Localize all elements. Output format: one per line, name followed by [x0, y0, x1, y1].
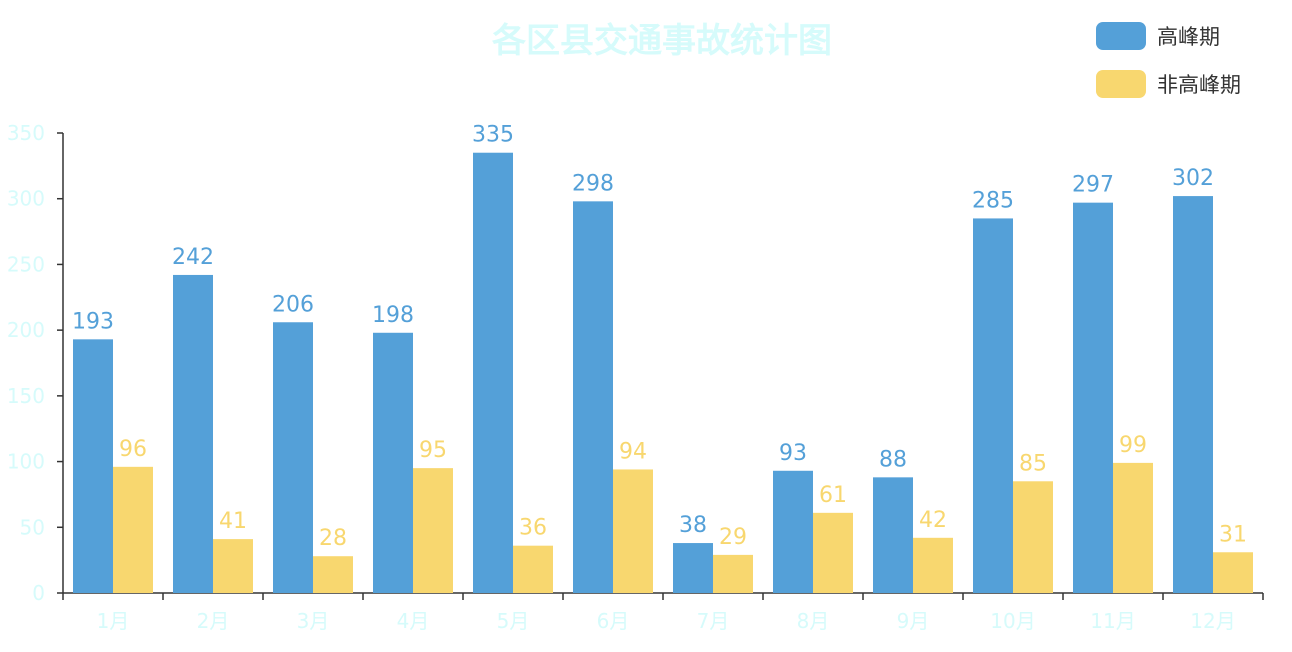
data-label: 85: [1019, 451, 1047, 476]
bar-offpeak[interactable]: [113, 466, 153, 593]
x-tick-label: 9月: [897, 609, 930, 633]
bar-offpeak[interactable]: [513, 545, 553, 593]
bar-peak[interactable]: [973, 218, 1013, 593]
bar-offpeak[interactable]: [1113, 462, 1153, 593]
x-tick-label: 6月: [597, 609, 630, 633]
y-tick-label: 150: [7, 384, 45, 408]
bar-peak[interactable]: [1073, 202, 1113, 593]
x-tick-label: 5月: [497, 609, 530, 633]
bar-peak[interactable]: [873, 477, 913, 593]
x-tick-label: 8月: [797, 609, 830, 633]
bar-offpeak[interactable]: [613, 469, 653, 593]
data-label: 285: [972, 188, 1014, 213]
bar-offpeak[interactable]: [213, 539, 253, 593]
x-axis: 1月 2月 3月 4月 5月 6月 7月 8月 9月 10月 11月 12月: [62, 592, 1264, 633]
bars: [73, 152, 1253, 594]
data-label: 96: [119, 437, 147, 462]
y-tick-label: 50: [20, 515, 45, 539]
x-tick-label: 4月: [397, 609, 430, 633]
y-axis: 0 50 100 150 200 250 300 350: [7, 121, 64, 605]
data-label: 28: [319, 526, 347, 551]
data-label: 297: [1072, 173, 1114, 198]
bar-offpeak[interactable]: [813, 512, 853, 593]
x-tick-label: 1月: [97, 609, 130, 633]
data-label: 206: [272, 292, 314, 317]
y-tick-label: 350: [7, 121, 45, 145]
legend-swatch: [1096, 70, 1146, 98]
bar-peak[interactable]: [773, 470, 813, 593]
bar-peak[interactable]: [273, 322, 313, 593]
bar-peak[interactable]: [73, 339, 113, 593]
data-label: 94: [619, 439, 647, 464]
x-tick-label: 11月: [1090, 609, 1135, 633]
y-tick-label: 300: [7, 187, 45, 211]
data-label: 61: [819, 483, 847, 508]
data-label: 88: [879, 447, 907, 472]
x-tick-label: 7月: [697, 609, 730, 633]
bar-offpeak[interactable]: [413, 468, 453, 593]
bar-offpeak[interactable]: [1213, 552, 1253, 593]
data-label: 198: [372, 303, 414, 328]
bar-peak[interactable]: [173, 274, 213, 593]
y-tick-label: 250: [7, 252, 45, 276]
y-tick-label: 0: [32, 581, 45, 605]
bar-peak[interactable]: [373, 332, 413, 593]
data-label: 95: [419, 438, 447, 463]
data-label: 38: [679, 513, 707, 538]
chart-title: 各区县交通事故统计图: [492, 21, 832, 61]
x-tick-label: 12月: [1190, 609, 1235, 633]
legend-label: 非高峰期: [1157, 73, 1241, 97]
legend-swatch: [1096, 22, 1146, 50]
data-label: 335: [472, 123, 514, 148]
value-labels: 193 242 206 198 335 298 38 93 88 285 297 302 96 41 28 9…: [72, 123, 1247, 551]
data-label: 99: [1119, 433, 1147, 458]
data-label: 31: [1219, 522, 1247, 547]
bar-offpeak[interactable]: [313, 556, 353, 593]
data-label: 93: [779, 441, 807, 466]
bar-offpeak[interactable]: [713, 554, 753, 593]
x-tick-label: 3月: [297, 609, 330, 633]
data-label: 36: [519, 516, 547, 541]
bar-peak[interactable]: [573, 201, 613, 594]
x-tick-label: 10月: [990, 609, 1035, 633]
bar-offpeak[interactable]: [913, 537, 953, 593]
bar-peak[interactable]: [473, 152, 513, 593]
legend-label: 高峰期: [1157, 25, 1220, 49]
data-label: 302: [1172, 166, 1214, 191]
data-label: 193: [72, 309, 114, 334]
x-tick-label: 2月: [197, 609, 230, 633]
data-label: 298: [572, 171, 614, 196]
data-label: 29: [719, 525, 747, 550]
legend-item[interactable]: 非高峰期: [1096, 70, 1241, 98]
data-label: 42: [919, 508, 947, 533]
data-label: 242: [172, 245, 214, 270]
bar-peak[interactable]: [673, 543, 713, 593]
y-tick-label: 100: [7, 450, 45, 474]
bar-offpeak[interactable]: [1013, 481, 1053, 593]
legend-item[interactable]: 高峰期: [1096, 22, 1220, 50]
bar-peak[interactable]: [1173, 196, 1213, 594]
y-tick-label: 200: [7, 318, 45, 342]
data-label: 41: [219, 509, 247, 534]
